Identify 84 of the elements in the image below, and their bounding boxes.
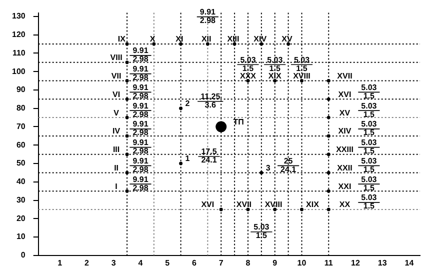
annotation: XV [339,108,351,118]
annotation: 17.5 24.1 [201,147,218,165]
annotation: XXIII [336,145,354,154]
annotation: XV [282,34,293,44]
annotation: VI [112,90,120,99]
annotation: 9.91 2.98 [132,138,149,156]
y-tick-label: 80 [16,104,26,113]
annotation: VIII [110,53,122,62]
x-tick-label: 5 [165,258,170,268]
x-tick-label: 14 [404,258,414,268]
annotation: XIV [254,34,268,44]
y-tick-label: 90 [16,85,26,94]
annotation: 5.03 1.5 [361,174,378,192]
x-tick-label: 11 [324,258,334,268]
x-tick-label: 8 [246,258,251,268]
annotation: VII [111,72,122,81]
x-tick-label: 13 [378,258,388,268]
annotation: XI [176,34,184,44]
y-tick-label: 130 [12,12,26,21]
annotation: 5.03 1.5 [361,156,378,174]
annotation: 5.03 1.5 [267,55,284,73]
annotation: 5.03 1.5 [361,82,378,100]
annotation: 9.91 2.98 [132,101,149,119]
annotation: III [112,145,120,154]
annotation: 9.91 2.98 [132,64,149,82]
y-tick-label: 120 [12,30,26,40]
annotation: XIII [227,34,240,44]
annotation: 5.03 1.5 [361,120,378,138]
annotation: 5.03 1.5 [254,222,270,240]
annotation: II [114,163,119,172]
y-tick-label: 40 [16,177,26,186]
y-tick-label: 60 [16,140,26,150]
annotation: XXII [337,163,352,172]
annotation: 25 24.1 [280,156,297,174]
annotation: 5.03 1.5 [361,101,378,119]
annotation: IV [112,126,121,136]
y-tick-label: 30 [16,195,26,204]
annotation: XIX [306,200,320,210]
x-tick-label: 9 [272,258,278,268]
annotation: X [150,34,156,44]
annotation: XII [201,34,212,44]
annotation: 9.91 2.98 [132,120,149,138]
annotation: XVIII [264,200,282,210]
annotation: XIX [268,72,282,81]
annotation: XXX [240,72,257,81]
annotation: XVI [201,200,214,210]
y-tick-label: 20 [16,214,26,223]
annotation: XX [339,200,351,210]
x-tick-label: 1 [58,258,63,268]
x-tick-label: 3 [111,258,116,268]
annotation: XVIII [293,72,310,81]
y-tick-label: 50 [16,158,26,168]
x-tick-label: 7 [218,258,224,268]
y-tick-label: 110 [12,48,26,58]
annotation: XVII [337,72,352,81]
x-tick-label: 12 [351,258,360,268]
x-tick-label: 6 [192,258,198,268]
x-tick-label: 2 [84,258,90,268]
annotation: 9.91 2.98 [200,8,216,26]
annotation: XVII [236,200,252,210]
annotation: XVI [338,90,352,99]
annotation: ТП [233,117,244,126]
y-tick-label: 100 [12,66,26,76]
annotation: 3 [266,163,271,172]
annotation: V [114,108,120,118]
x-tick-label: 4 [138,258,144,268]
y-tick-label: 10 [16,232,26,242]
annotation: 5.03 1.5 [361,138,378,156]
annotation: 11.25 3.6 [200,92,221,110]
annotation: 9.91 2.98 [132,82,149,100]
y-tick-label: 0 [20,250,26,260]
annotation: 5.03 1.5 [361,193,378,211]
annotation: 9.91 2.98 [132,46,149,64]
annotation: XXI [338,182,352,191]
annotation: IX [118,34,126,44]
annotation: 5.03 1.5 [294,55,310,73]
annotation: 9.91 2.98 [132,156,149,174]
annotation: 9.91 2.98 [132,174,149,192]
y-tick-label: 70 [16,122,26,131]
x-tick-label: 10 [297,258,307,268]
annotation: 2 [185,99,190,108]
annotation: I [115,182,118,191]
annotation: XIV [338,126,352,136]
annotation: 1 [185,154,190,164]
